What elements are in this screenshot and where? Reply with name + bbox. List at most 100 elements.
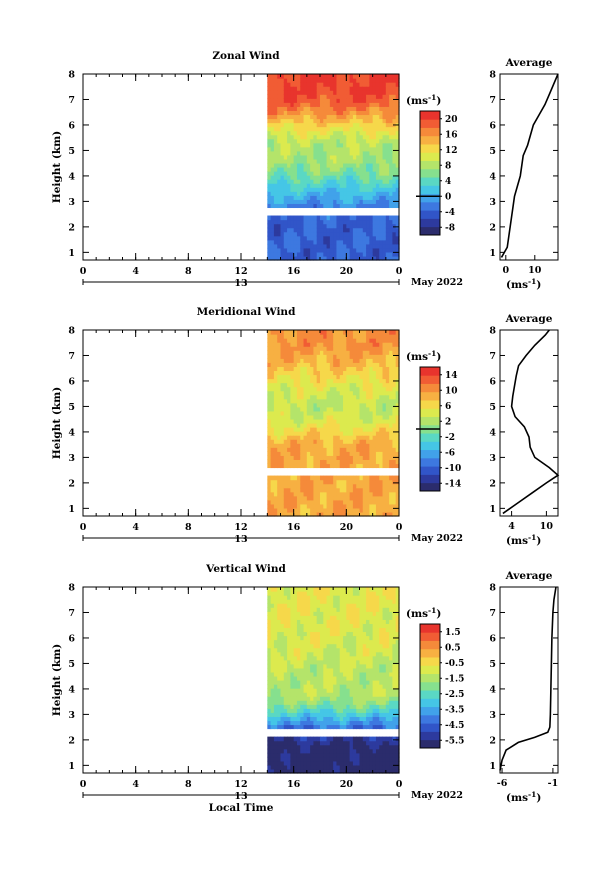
heatmap-cell xyxy=(362,114,367,120)
x-tick-label: 0 xyxy=(396,522,403,533)
heatmap-cell xyxy=(326,696,331,701)
heatmap-cell xyxy=(349,350,354,355)
heatmap-cell xyxy=(326,102,331,107)
heatmap-cell xyxy=(280,587,285,592)
heatmap-cell xyxy=(310,334,315,339)
heatmap-cell xyxy=(359,114,364,120)
heatmap-cell xyxy=(306,370,311,376)
heatmap-cell xyxy=(316,150,321,156)
heatmap-cell xyxy=(375,507,380,513)
heatmap-cell xyxy=(296,451,301,456)
heatmap-cell xyxy=(287,495,291,501)
heatmap-cell xyxy=(359,447,364,452)
heatmap-cell xyxy=(310,374,315,380)
heatmap-cell xyxy=(375,102,380,107)
heatmap-cell xyxy=(270,406,275,412)
panel3-title: Vertical Wind xyxy=(205,563,286,575)
heatmap-cell xyxy=(287,752,291,758)
heatmap-cell xyxy=(326,615,331,620)
heatmap-cell xyxy=(313,106,318,111)
heatmap-cell xyxy=(382,74,387,79)
heatmap-cell xyxy=(346,386,351,392)
heatmap-cell xyxy=(320,86,324,91)
heatmap-cell xyxy=(326,134,331,140)
heatmap-cell xyxy=(346,483,351,489)
heatmap-cell xyxy=(287,74,291,79)
heatmap-cell xyxy=(349,130,354,136)
heatmap-cell xyxy=(277,366,282,372)
heatmap-cell xyxy=(326,235,331,241)
heatmap-cell xyxy=(293,354,298,359)
heatmap-cell xyxy=(300,334,305,339)
heatmap-cell xyxy=(346,708,351,713)
heatmap-cell xyxy=(329,402,334,408)
heatmap-cell xyxy=(306,247,311,253)
heatmap-cell xyxy=(349,671,354,677)
heatmap-cell xyxy=(346,382,351,388)
heatmap-cell xyxy=(310,696,315,701)
heatmap-cell xyxy=(349,386,354,392)
heatmap-cell xyxy=(349,447,354,452)
heatmap-cell xyxy=(343,195,347,200)
heatmap-cell xyxy=(329,398,334,404)
heatmap-cell xyxy=(343,756,347,762)
heatmap-cell xyxy=(296,418,301,424)
heatmap-cell xyxy=(385,150,390,156)
y-tick-label: 7 xyxy=(68,95,75,106)
heatmap-cell xyxy=(293,167,298,172)
heatmap-cell xyxy=(267,603,272,608)
heatmap-cell xyxy=(366,223,370,229)
heatmap-cell xyxy=(346,768,351,774)
heatmap-cell xyxy=(382,90,387,95)
heatmap-cell xyxy=(349,736,354,742)
panel2-avg-profile-line xyxy=(502,329,560,515)
heatmap-cell xyxy=(300,74,305,79)
heatmap-cell xyxy=(287,463,291,469)
heatmap-cell xyxy=(375,431,380,436)
heatmap-cell xyxy=(362,334,367,339)
heatmap-cell xyxy=(310,386,315,392)
heatmap-cell xyxy=(329,358,334,363)
heatmap-cell xyxy=(343,599,347,604)
heatmap-cell xyxy=(313,382,318,388)
heatmap-cell xyxy=(293,439,298,444)
heatmap-cell xyxy=(359,175,364,180)
heatmap-cell xyxy=(273,390,278,396)
heatmap-cell xyxy=(336,487,341,493)
heatmap-cell xyxy=(352,179,357,184)
heatmap-cell xyxy=(349,158,354,164)
heatmap-cell xyxy=(385,130,390,136)
heatmap-cell xyxy=(320,423,324,428)
heatmap-cell xyxy=(320,487,324,493)
heatmap-cell xyxy=(270,86,275,91)
heatmap-cell xyxy=(303,102,308,107)
heatmap-cell xyxy=(333,414,338,420)
heatmap-cell xyxy=(313,459,318,465)
heatmap-cell xyxy=(320,431,324,436)
heatmap-cell xyxy=(303,764,308,770)
heatmap-cell xyxy=(379,94,384,99)
heatmap-cell xyxy=(369,463,374,469)
heatmap-cell xyxy=(310,603,315,608)
heatmap-cell xyxy=(277,239,282,245)
heatmap-cell xyxy=(287,362,291,367)
heatmap-cell xyxy=(382,423,387,428)
heatmap-cell xyxy=(343,191,347,196)
heatmap-cell xyxy=(329,219,334,225)
colorbar-tick-label: -10 xyxy=(445,464,461,474)
heatmap-cell xyxy=(310,487,315,493)
heatmap-cell xyxy=(270,146,275,152)
heatmap-cell xyxy=(346,635,351,641)
heatmap-cell xyxy=(296,386,301,392)
heatmap-cell xyxy=(346,671,351,677)
heatmap-cell xyxy=(270,334,275,339)
heatmap-cell xyxy=(359,330,364,335)
heatmap-cell xyxy=(329,599,334,604)
heatmap-cell xyxy=(280,443,285,448)
heatmap-cell xyxy=(270,651,275,657)
heatmap-cell xyxy=(343,680,347,685)
heatmap-cell xyxy=(290,162,295,168)
heatmap-cell xyxy=(313,591,318,596)
heatmap-cell xyxy=(270,423,275,428)
heatmap-cell xyxy=(359,90,364,95)
